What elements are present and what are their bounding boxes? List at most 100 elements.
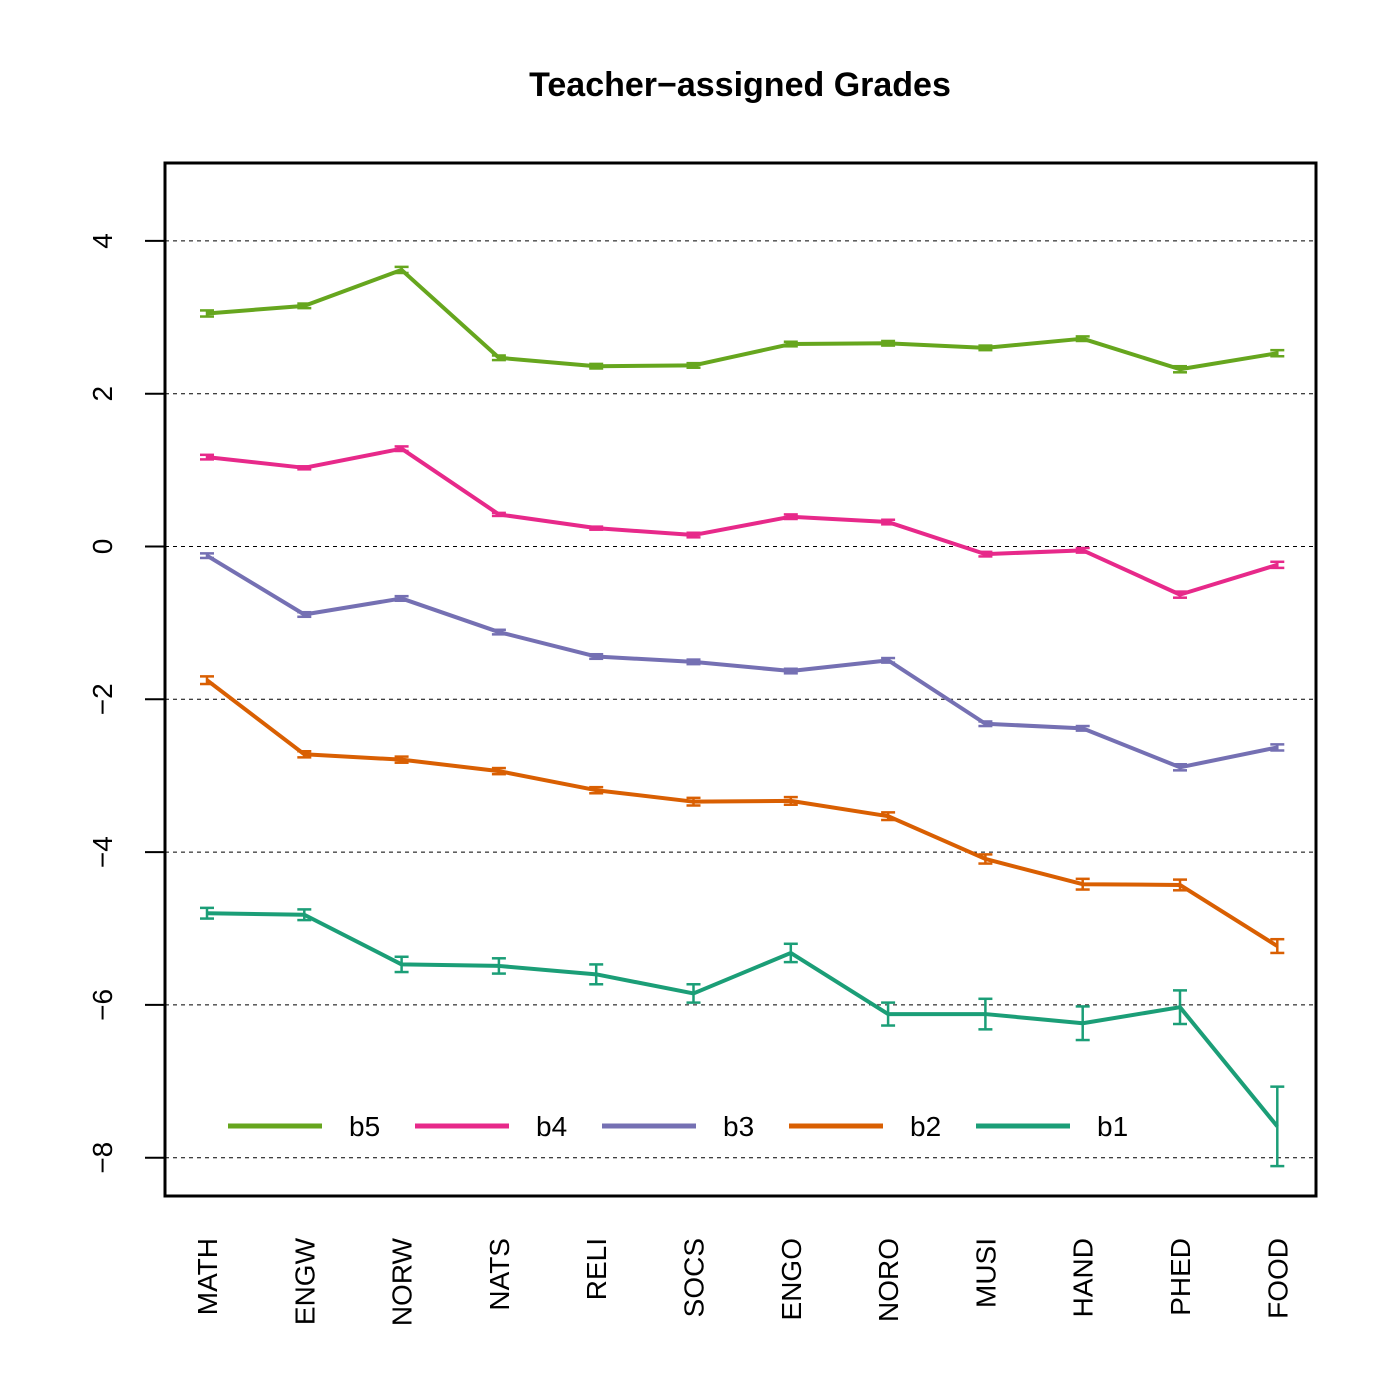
error-bar <box>1270 937 1285 955</box>
y-tick-label: −4 <box>87 836 118 868</box>
error-bar <box>491 511 506 518</box>
error-bar <box>881 518 896 526</box>
error-bar <box>1270 1085 1285 1168</box>
y-axis: 4 2 0 −2 −4 −6 −8 <box>87 233 165 1174</box>
error-bar <box>978 344 993 352</box>
legend-label: b2 <box>910 1111 941 1142</box>
x-tick-label: HAND <box>1068 1238 1099 1317</box>
error-bar <box>491 628 506 636</box>
x-tick-label: PHED <box>1165 1238 1196 1316</box>
x-tick-label: RELI <box>581 1238 612 1300</box>
series-line <box>206 446 1278 597</box>
error-bar <box>881 339 896 347</box>
x-tick-label: MATH <box>192 1238 223 1315</box>
error-bar <box>1173 762 1187 772</box>
error-bar <box>1270 348 1285 358</box>
error-bar <box>686 796 701 807</box>
error-bar <box>491 354 506 362</box>
error-bar <box>589 652 604 661</box>
x-axis: MATH ENGW NORW NATS RELI SOCS ENGO NORO MUSI HAND… <box>192 1237 1293 1326</box>
plot-frame <box>163 161 1318 1198</box>
error-bar <box>1075 877 1090 891</box>
error-bar <box>783 667 798 675</box>
legend-label: b5 <box>349 1111 380 1142</box>
error-bar <box>200 453 214 461</box>
y-tick-label: −8 <box>87 1142 118 1174</box>
legend-label: b4 <box>536 1111 567 1142</box>
error-bar <box>297 750 312 759</box>
error-bar <box>394 445 409 453</box>
legend-label: b3 <box>723 1111 754 1142</box>
y-tick-label: 0 <box>87 539 118 555</box>
error-bar <box>881 811 896 822</box>
error-bar <box>200 675 214 686</box>
error-bar <box>978 853 993 865</box>
error-bar <box>589 963 604 986</box>
error-bar <box>978 550 993 558</box>
error-bar <box>783 340 798 348</box>
gridlines <box>165 240 1316 1159</box>
series-b1 <box>200 906 1285 1168</box>
error-bar <box>297 610 312 619</box>
error-bar <box>589 525 604 531</box>
legend: b5 b4 b3 b2 b1 <box>228 1111 1128 1142</box>
x-tick-label: NATS <box>484 1238 515 1311</box>
error-bar <box>200 552 214 560</box>
x-tick-label: MUSI <box>970 1238 1001 1308</box>
series-line <box>206 911 1279 1128</box>
series-line <box>205 678 1279 948</box>
legend-label: b1 <box>1097 1111 1128 1142</box>
error-bar <box>491 766 506 776</box>
error-bar <box>394 265 409 275</box>
error-bar <box>1173 878 1187 892</box>
y-tick-label: 2 <box>87 386 118 402</box>
x-tick-label: SOCS <box>679 1238 710 1317</box>
legend-item-b4: b4 <box>415 1111 567 1142</box>
error-bar <box>881 656 896 664</box>
error-bar <box>1173 989 1187 1026</box>
y-tick-label: 4 <box>87 233 118 249</box>
x-tick-label: FOOD <box>1262 1238 1293 1319</box>
x-tick-label: NORW <box>387 1237 418 1326</box>
legend-item-b1: b1 <box>976 1111 1128 1142</box>
x-tick-label: ENGO <box>776 1238 807 1320</box>
error-bar <box>589 785 604 795</box>
error-bar <box>686 531 701 539</box>
legend-item-b5: b5 <box>228 1111 380 1142</box>
error-bar <box>978 720 993 728</box>
series-b4 <box>200 445 1285 599</box>
x-tick-label: ENGW <box>289 1237 320 1325</box>
error-bar <box>1270 743 1285 752</box>
error-bar <box>686 361 701 369</box>
chart-title: Teacher−assigned Grades <box>529 66 951 104</box>
error-bar <box>1075 546 1090 554</box>
series-line <box>206 267 1278 372</box>
error-bar <box>978 997 993 1031</box>
error-bar <box>297 302 312 310</box>
error-bar <box>1075 335 1090 343</box>
error-bar <box>394 955 409 974</box>
error-bar <box>686 983 701 1004</box>
error-bar <box>783 795 798 806</box>
series-b5 <box>200 265 1285 374</box>
legend-item-b2: b2 <box>789 1111 941 1142</box>
error-bar <box>783 513 798 521</box>
x-tick-label: NORO <box>873 1238 904 1322</box>
legend-item-b3: b3 <box>602 1111 754 1142</box>
y-tick-label: −6 <box>87 989 118 1021</box>
error-bar <box>1075 1005 1090 1042</box>
y-tick-label: −2 <box>87 683 118 715</box>
error-bar <box>200 906 214 920</box>
error-bar <box>491 957 506 975</box>
error-bar <box>783 942 798 964</box>
error-bar <box>1173 590 1187 599</box>
series-b2 <box>200 675 1285 955</box>
error-bar <box>394 594 409 602</box>
error-bar <box>686 658 701 666</box>
error-bar <box>1075 724 1090 732</box>
series-group <box>200 265 1285 1168</box>
series-line <box>205 553 1278 770</box>
error-bar <box>881 1001 896 1027</box>
error-bar <box>1173 364 1187 374</box>
